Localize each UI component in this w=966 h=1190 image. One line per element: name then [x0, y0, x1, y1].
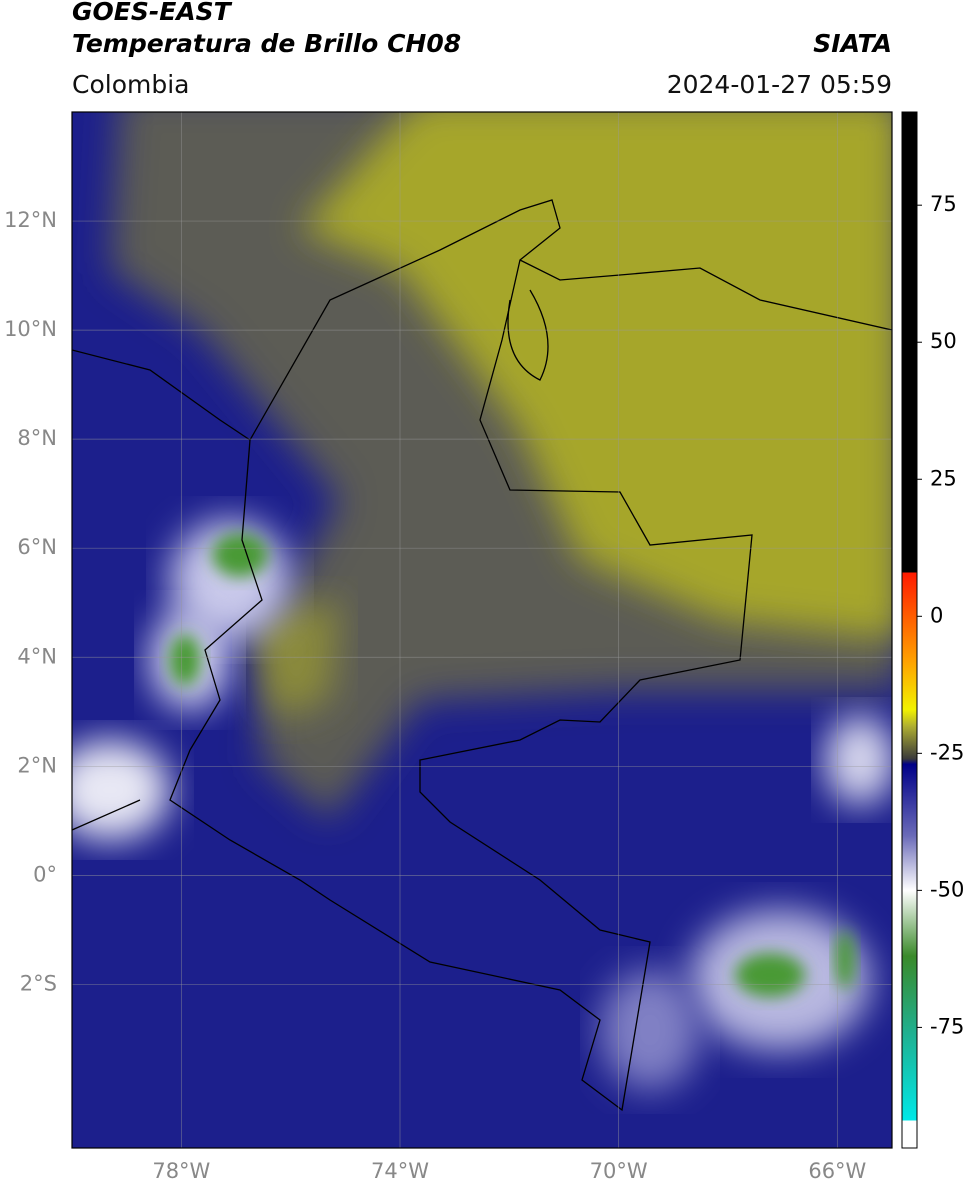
colorbar: [901, 111, 918, 1149]
lon-tick-label: 78°W: [152, 1159, 210, 1183]
satellite-image: [72, 112, 892, 1148]
border: [169, 199, 753, 1112]
lon-tick-label: 70°W: [590, 1159, 648, 1183]
lat-tick-label: 12°N: [4, 208, 57, 232]
lat-tick-label: 0°: [33, 862, 57, 886]
coastline: [72, 259, 892, 831]
lat-tick-label: 6°N: [17, 535, 57, 559]
dry-region: [300, 112, 892, 640]
region: Colombia: [72, 70, 189, 99]
lat-tick-label: 4°N: [17, 644, 57, 668]
cloud: [72, 740, 170, 840]
datetime: 2024-01-27 05:59: [667, 70, 892, 99]
lat-tick-label: 2°S: [20, 971, 57, 995]
dry-region: [250, 600, 340, 720]
lon-tick-label: 74°W: [371, 1159, 429, 1183]
cold-core: [212, 533, 268, 577]
colorbar-tick-label: -75: [930, 1014, 964, 1038]
cold-core: [835, 930, 855, 990]
colorbar-tick-label: 50: [930, 329, 957, 353]
cloud: [600, 970, 700, 1090]
colorbar-tick-label: 25: [930, 466, 957, 490]
lat-tick-label: 2°N: [17, 753, 57, 777]
colorbar-tick-label: 0: [930, 603, 943, 627]
lon-tick-label: 66°W: [808, 1159, 866, 1183]
colorbar-tick-label: -50: [930, 877, 964, 901]
map-frame: [71, 111, 893, 1149]
colorbar-tick-label: -25: [930, 740, 964, 764]
cold-core: [735, 953, 805, 997]
agency: SIATA: [813, 29, 892, 58]
cold-core: [169, 634, 201, 686]
colorbar-tick-label: 75: [930, 192, 957, 216]
satellite: GOES-EAST: [72, 0, 233, 26]
cloud: [825, 715, 892, 805]
lat-tick-label: 8°N: [17, 426, 57, 450]
product: Temperatura de Brillo CH08: [72, 29, 461, 58]
lat-tick-label: 10°N: [4, 317, 57, 341]
